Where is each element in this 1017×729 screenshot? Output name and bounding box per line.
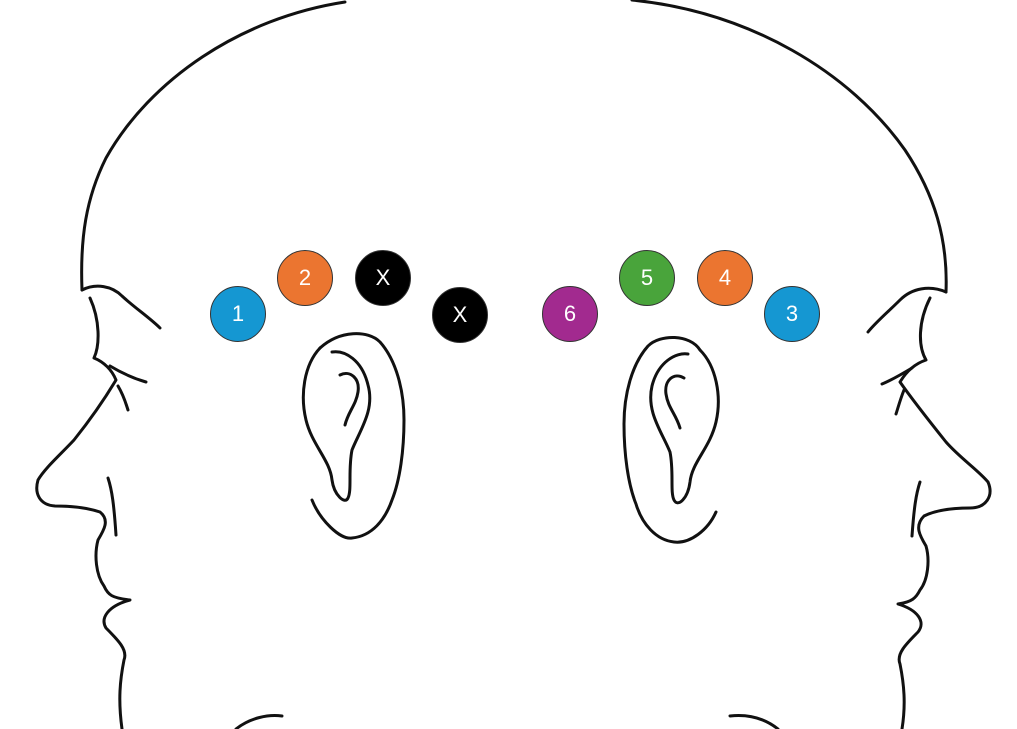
marker-3[interactable]: 3 (764, 286, 820, 342)
right-head-brow-mark (880, 366, 914, 416)
marker-6[interactable]: 6 (542, 286, 598, 342)
right-head-skull-outline (630, 0, 948, 294)
marker-4[interactable]: 4 (697, 250, 753, 306)
left-head-face-profile (35, 284, 162, 729)
right-head-face-profile (866, 286, 992, 729)
marker-x-left[interactable]: X (355, 250, 411, 306)
right-head (630, 0, 992, 729)
right-ear (622, 335, 720, 544)
marker-5[interactable]: 5 (619, 250, 675, 306)
left-head (35, 0, 347, 729)
left-head-neck-line (234, 714, 284, 729)
left-head-skull-outline (80, 0, 347, 292)
marker-2[interactable]: 2 (277, 250, 333, 306)
right-head-neck-line (728, 714, 780, 729)
left-ear (301, 332, 406, 540)
left-head-brow-mark (108, 364, 148, 412)
left-head-nostril-mark (106, 476, 118, 537)
marker-1[interactable]: 1 (210, 286, 266, 342)
right-head-nostril-mark (910, 480, 922, 538)
marker-x-center[interactable]: X (432, 287, 488, 343)
